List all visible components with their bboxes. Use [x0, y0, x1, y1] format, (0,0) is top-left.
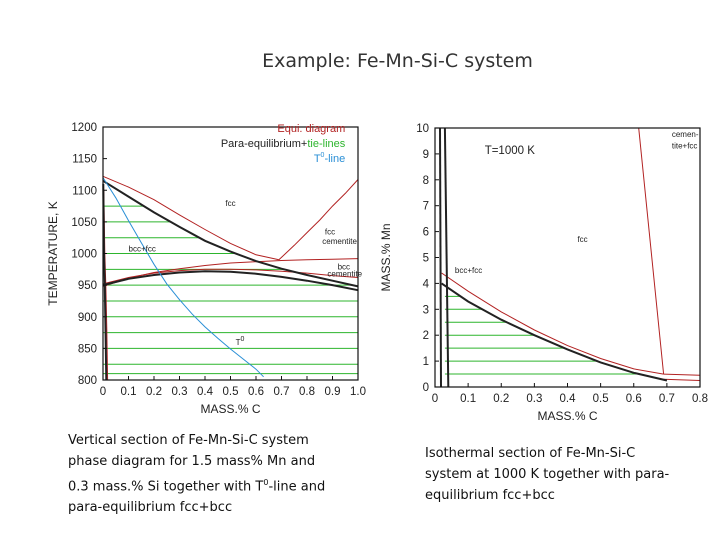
y-tick-label: 5	[423, 253, 429, 265]
paraequilibrium-series-line	[439, 127, 442, 388]
y-tick-label: 1	[423, 356, 429, 368]
x-tick-label: 0.7	[274, 386, 290, 398]
y-tick-label: 3	[423, 304, 429, 316]
equilibrium-series-line	[102, 268, 359, 285]
y-axis-title: MASS.% Mn	[379, 223, 393, 291]
caption-isothermal-section: Isothermal section of Fe-Mn-Si-C system …	[425, 446, 670, 503]
x-tick-label: 0.9	[325, 386, 341, 398]
isothermal-section-chart: 0 0.1 0.2 0.3 0.4 0.5 0.6 0.7 0.8 0 1 2 3 4 5 6 7 8 9 10 MAS…	[379, 123, 708, 420]
chart-title: T=1000 K	[485, 145, 536, 157]
x-tick-label: 0.6	[248, 386, 264, 398]
y-tick-label: 900	[78, 312, 97, 324]
vertical-section-chart: 0 0.1 0.2 0.3 0.4 0.5 0.6 0.7 0.8 0.9 1.0 800 850 900…	[46, 122, 366, 416]
x-tick-label: 0.7	[659, 393, 675, 405]
y-tick-label: 1000	[71, 249, 97, 261]
y-tick-label: 10	[416, 123, 429, 135]
y-tick-label: 8	[423, 175, 429, 187]
y-tick-label: 1150	[72, 154, 97, 166]
y-tick-label: 1100	[72, 185, 97, 197]
region-label: cementite	[322, 237, 357, 246]
x-tick-label: 0.2	[493, 393, 509, 405]
equilibrium-series-line	[638, 127, 665, 375]
legend-entry: Para-equilibrium+tie-lines	[221, 138, 346, 150]
y-tick-label: 850	[78, 343, 97, 355]
y-tick-label: 0	[423, 382, 429, 394]
y-tick-label: 1200	[71, 122, 97, 134]
x-tick-label: 0.4	[197, 386, 214, 398]
y-tick-label: 9	[423, 149, 429, 161]
region-label: T0	[236, 336, 245, 347]
x-tick-label: 0	[100, 386, 106, 398]
x-tick-label: 0.4	[560, 393, 577, 405]
x-tick-label: 0.3	[172, 386, 188, 398]
x-tick-label: 0.8	[692, 393, 708, 405]
x-tick-label: 0.5	[223, 386, 239, 398]
x-axis-title: MASS.% C	[537, 409, 597, 420]
x-tick-label: 0.1	[460, 393, 476, 405]
region-label: fcc	[577, 235, 587, 244]
caption-left-text-2: -line and para-equilibrium fcc+bcc	[68, 479, 326, 516]
y-tick-label: 1050	[71, 217, 97, 229]
region-label: fcc	[325, 228, 335, 237]
t0-series-line	[102, 177, 264, 378]
region-label: bcc+fcc	[129, 245, 156, 254]
x-tick-label: 0.1	[121, 386, 137, 398]
region-label: bcc	[338, 262, 350, 271]
y-tick-label: 800	[78, 375, 97, 387]
paraequilibrium-series-line	[102, 179, 359, 288]
caption-left-superscript: 0	[263, 478, 269, 487]
paraequilibrium-series-line	[102, 270, 359, 292]
equilibrium-series-line	[441, 272, 664, 375]
equilibrium-series-line	[278, 179, 359, 261]
legend-entry: T0-line	[314, 152, 345, 165]
x-tick-label: 0	[432, 393, 438, 405]
legend-entry: Equi. diagram	[277, 123, 345, 135]
y-tick-label: 6	[423, 227, 429, 239]
equilibrium-series-line	[663, 378, 701, 381]
x-tick-label: 1.0	[350, 386, 366, 398]
caption-vertical-section: Vertical section of Fe-Mn-Si-C system ph…	[68, 430, 368, 518]
region-label: cemen-	[672, 130, 699, 139]
x-tick-label: 0.5	[593, 393, 609, 405]
x-axis-title: MASS.% C	[200, 402, 260, 416]
caption-left-text-1: Vertical section of Fe-Mn-Si-C system ph…	[68, 433, 316, 495]
equilibrium-series-line	[663, 373, 701, 376]
y-axis-title: TEMPERATURE, K	[46, 201, 60, 305]
region-label: tite+fcc	[672, 142, 698, 151]
x-tick-label: 0.8	[299, 386, 315, 398]
x-tick-label: 0.6	[626, 393, 642, 405]
slide-title: Example: Fe-Mn-Si-C system	[262, 50, 533, 72]
equilibrium-series-line	[102, 175, 280, 261]
y-tick-label: 4	[423, 278, 430, 290]
y-tick-label: 2	[423, 330, 429, 342]
x-tick-label: 0.3	[526, 393, 542, 405]
paraequilibrium-series-line	[443, 127, 450, 388]
region-label: cementite	[327, 269, 362, 278]
paraequilibrium-series-line	[441, 282, 668, 382]
region-label: bcc+fcc	[455, 266, 482, 275]
y-tick-label: 7	[423, 201, 429, 213]
y-tick-label: 950	[78, 280, 97, 292]
region-label: fcc	[225, 199, 235, 208]
x-tick-label: 0.2	[146, 386, 162, 398]
